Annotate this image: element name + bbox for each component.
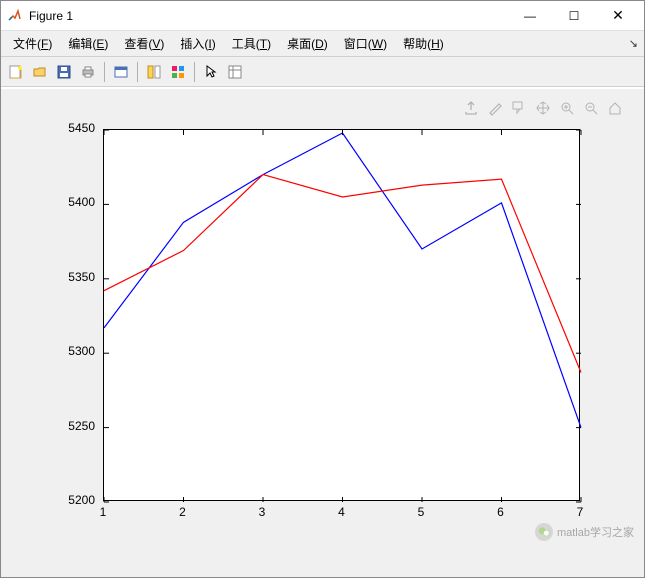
watermark-text: matlab学习之家 — [557, 524, 634, 540]
toolbar — [1, 57, 644, 87]
maximize-button[interactable]: ☐ — [552, 2, 596, 30]
series-red — [104, 175, 581, 373]
wechat-icon — [535, 523, 553, 541]
datatip-icon[interactable] — [510, 99, 528, 117]
window-title: Figure 1 — [29, 9, 508, 23]
print-icon[interactable] — [77, 61, 99, 83]
watermark: matlab学习之家 — [535, 523, 634, 541]
pointer-icon[interactable] — [200, 61, 222, 83]
xtick-label: 7 — [570, 505, 590, 519]
chart-svg — [104, 130, 581, 502]
ytick-label: 5250 — [45, 419, 95, 433]
xtick-label: 1 — [93, 505, 113, 519]
toolbar-separator — [137, 62, 138, 82]
menu-item[interactable]: 文件(F) — [5, 32, 60, 55]
home-icon[interactable] — [606, 99, 624, 117]
xtick-label: 3 — [252, 505, 272, 519]
menu-overflow-icon[interactable]: ↘ — [629, 37, 638, 50]
menu-item[interactable]: 编辑(E) — [60, 32, 116, 55]
save-icon[interactable] — [53, 61, 75, 83]
menu-item[interactable]: 窗口(W) — [336, 32, 395, 55]
minimize-icon: — — [524, 9, 536, 23]
title-bar: Figure 1 — ☐ ✕ — [1, 1, 644, 31]
plot-toolbar — [462, 99, 624, 117]
pan-icon[interactable] — [534, 99, 552, 117]
minimize-button[interactable]: — — [508, 2, 552, 30]
matlab-icon — [7, 8, 23, 24]
maximize-icon: ☐ — [569, 9, 580, 23]
series-blue — [104, 133, 581, 428]
toolbar-separator — [194, 62, 195, 82]
chart-axes[interactable] — [103, 129, 580, 501]
zoom-in-icon[interactable] — [558, 99, 576, 117]
xtick-label: 2 — [173, 505, 193, 519]
close-icon: ✕ — [612, 7, 624, 24]
menu-item[interactable]: 帮助(H) — [395, 32, 452, 55]
data-cursor-icon[interactable] — [143, 61, 165, 83]
menu-item[interactable]: 查看(V) — [116, 32, 172, 55]
color-legend-icon[interactable] — [167, 61, 189, 83]
link-icon[interactable] — [110, 61, 132, 83]
close-button[interactable]: ✕ — [596, 2, 640, 30]
open-icon[interactable] — [29, 61, 51, 83]
menu-bar: 文件(F)编辑(E)查看(V)插入(I)工具(T)桌面(D)窗口(W)帮助(H)… — [1, 31, 644, 57]
xtick-label: 4 — [332, 505, 352, 519]
brush-icon[interactable] — [486, 99, 504, 117]
ytick-label: 5400 — [45, 195, 95, 209]
ytick-label: 5350 — [45, 270, 95, 284]
xtick-label: 5 — [411, 505, 431, 519]
inspector-icon[interactable] — [224, 61, 246, 83]
new-figure-icon[interactable] — [5, 61, 27, 83]
ytick-label: 5300 — [45, 344, 95, 358]
ytick-label: 5200 — [45, 493, 95, 507]
export-icon[interactable] — [462, 99, 480, 117]
ytick-label: 5450 — [45, 121, 95, 135]
menu-item[interactable]: 插入(I) — [172, 32, 223, 55]
toolbar-separator — [104, 62, 105, 82]
plot-panel: matlab学习之家 5200 5250 5300 5350 5400 5450 1 2 3 4 5… — [1, 89, 644, 577]
zoom-out-icon[interactable] — [582, 99, 600, 117]
xtick-label: 6 — [491, 505, 511, 519]
menu-item[interactable]: 桌面(D) — [279, 32, 336, 55]
menu-item[interactable]: 工具(T) — [224, 32, 279, 55]
